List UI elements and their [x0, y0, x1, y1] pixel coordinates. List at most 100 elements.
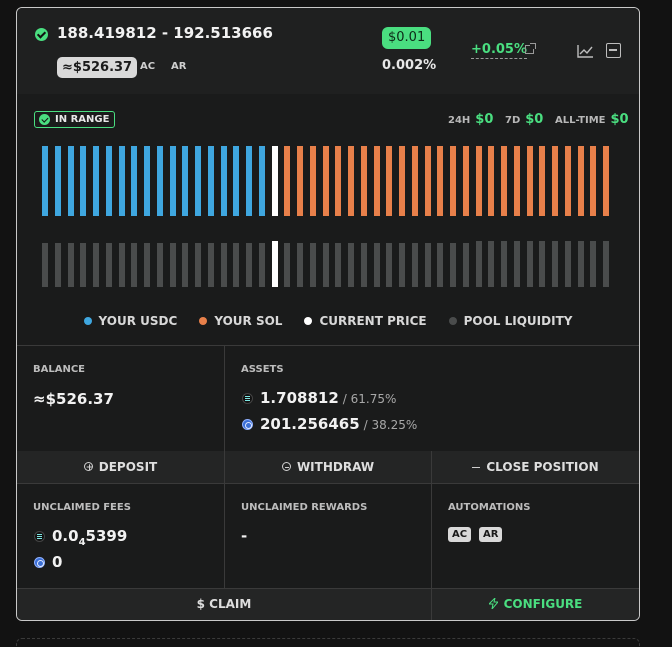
position-bar	[539, 146, 545, 216]
position-bar	[501, 146, 507, 216]
configure-button[interactable]: CONFIGURE	[432, 588, 639, 620]
sol-token-icon	[242, 393, 253, 404]
auto-rebalance-badge: AR	[479, 527, 503, 542]
fee-percent: 0.002%	[382, 58, 437, 73]
external-link-icon[interactable]	[525, 43, 536, 54]
position-bar	[437, 146, 443, 216]
usdc-share: / 38.25%	[363, 418, 418, 432]
pool-liquidity-bar	[578, 241, 584, 287]
legend-pool-liquidity: POOL LIQUIDITY	[448, 314, 572, 328]
fee-zero-count: 4	[78, 537, 86, 548]
sol-token-icon	[34, 531, 45, 542]
chart-icon[interactable]	[577, 44, 594, 58]
position-bar	[450, 146, 456, 216]
pool-liquidity-bar	[539, 241, 545, 287]
balance-label: BALANCE	[33, 364, 86, 375]
deposit-button[interactable]: DEPOSIT	[17, 451, 224, 484]
stat-24h-label: 24H	[448, 115, 471, 126]
pool-liquidity-bar	[552, 241, 558, 287]
position-bar	[106, 146, 112, 216]
next-position-card	[16, 638, 640, 647]
assets-label: ASSETS	[241, 364, 284, 375]
divider	[17, 483, 639, 484]
position-bar	[144, 146, 150, 216]
stat-7d: 7D $0	[505, 112, 543, 127]
claim-label: $ CLAIM	[196, 597, 252, 611]
pool-liquidity-bar	[527, 241, 533, 287]
auto-compound-badge: AC	[448, 527, 472, 542]
fee-amount-badge: $0.01	[382, 27, 432, 49]
pool-liquidity-bar	[590, 241, 596, 287]
pool-liquidity-bar	[501, 241, 507, 287]
position-actions: DEPOSIT WITHDRAW CLOSE POSITION	[17, 451, 639, 484]
pool-liquidity-bar	[488, 241, 494, 287]
chart-legend: YOUR USDC YOUR SOL CURRENT PRICE POOL LI…	[17, 314, 639, 328]
fee-suffix: 5399	[85, 527, 128, 545]
usdc-token-icon	[242, 419, 253, 430]
minus-circle-icon	[281, 462, 291, 471]
pool-liquidity-bar	[157, 243, 163, 287]
pool-liquidity-bar	[437, 243, 443, 287]
close-position-button[interactable]: CLOSE POSITION	[432, 451, 639, 483]
position-bar	[476, 146, 482, 216]
position-bar	[361, 146, 367, 216]
deposit-label: DEPOSIT	[98, 460, 158, 474]
position-header: 188.419812 - 192.513666 ≈$526.37 AC AR $…	[17, 8, 639, 94]
position-bar	[157, 146, 163, 216]
auto-compound-tag: AC	[140, 61, 156, 72]
position-bar	[578, 146, 584, 216]
divider	[224, 483, 225, 588]
divider	[431, 588, 432, 620]
plus-circle-icon	[83, 452, 93, 484]
automations-label: AUTOMATIONS	[448, 502, 531, 513]
pool-liquidity-bar	[565, 241, 571, 287]
divider	[17, 588, 639, 589]
position-bar	[195, 146, 201, 216]
price-change-link[interactable]: +0.05%	[471, 42, 527, 59]
claim-button[interactable]: $ CLAIM	[17, 588, 431, 620]
pool-liquidity-bar	[272, 241, 278, 287]
position-value-badge: ≈$526.37	[57, 57, 138, 78]
position-bar	[412, 146, 418, 216]
position-bar	[514, 146, 520, 216]
in-range-label: IN RANGE	[55, 114, 110, 125]
minimize-icon[interactable]	[606, 43, 621, 58]
pool-liquidity-bar	[476, 241, 482, 287]
position-bar	[246, 146, 252, 216]
stat-24h: 24H $0	[448, 112, 493, 127]
pool-liquidity-bar	[323, 243, 329, 287]
pool-liquidity-bar	[399, 243, 405, 287]
position-bar	[527, 146, 533, 216]
position-bar	[565, 146, 571, 216]
pool-liquidity-bar	[450, 243, 456, 287]
legend-sol: YOUR SOL	[199, 314, 282, 328]
pool-liquidity-bar	[412, 243, 418, 287]
pool-liquidity-bar	[55, 243, 61, 287]
position-bar	[131, 146, 137, 216]
stat-all-time-label: ALL-TIME	[555, 115, 606, 126]
position-bar	[272, 146, 278, 216]
stat-7d-label: 7D	[505, 115, 521, 126]
pool-liquidity-bar	[233, 243, 239, 287]
divider	[431, 483, 432, 620]
usdc-token-icon	[34, 557, 45, 568]
pool-liquidity-bar	[425, 243, 431, 287]
sol-amount: 1.708812	[260, 389, 339, 407]
legend-current-price: CURRENT PRICE	[304, 314, 427, 328]
pool-liquidity-bar	[221, 243, 227, 287]
unclaimed-rewards-label: UNCLAIMED REWARDS	[241, 502, 368, 513]
pool-liquidity-bar	[131, 243, 137, 287]
unclaimed-sol-fees: 0.045399	[52, 527, 127, 548]
divider	[224, 451, 225, 483]
divider	[431, 451, 432, 483]
position-bar	[603, 146, 609, 216]
usdc-asset-amount: 201.256465/ 38.25%	[260, 415, 417, 433]
balance-value: ≈$526.37	[33, 390, 114, 408]
stat-all-time-value: $0	[610, 112, 629, 127]
withdraw-button[interactable]: WITHDRAW	[225, 451, 431, 483]
pool-liquidity-bar	[106, 243, 112, 287]
pool-liquidity-bar	[208, 243, 214, 287]
position-bar	[552, 146, 558, 216]
unclaimed-usdc-fees: 0	[52, 553, 63, 571]
fee-prefix: 0.0	[52, 527, 79, 545]
